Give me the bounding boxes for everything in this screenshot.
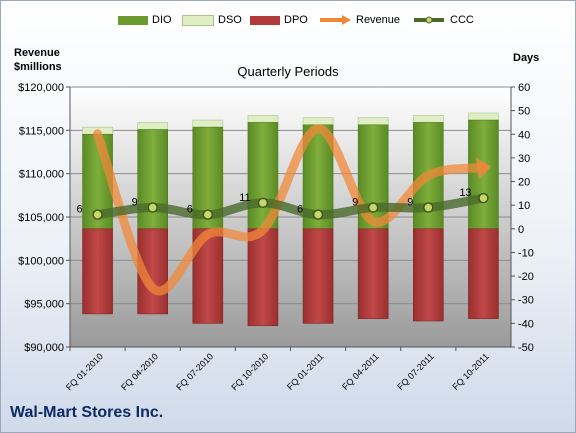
left-axis-title-line2: $millions	[14, 61, 62, 73]
right-axis-title: Days	[513, 52, 540, 64]
legend-dpo-swatch	[250, 15, 280, 25]
bar-dpo	[82, 228, 113, 315]
left-axis-title-line1: Revenue	[14, 47, 60, 59]
legend-dso-swatch	[182, 14, 214, 26]
ccc-point	[478, 192, 489, 204]
right-tick-label: -20	[518, 271, 534, 283]
bar-dso	[192, 119, 224, 128]
right-tick-label: -10	[518, 247, 534, 259]
x-tick-label: FQ 10-2011	[450, 351, 491, 392]
legend-revenue-swatch	[320, 15, 351, 25]
x-tick-label: FQ 10-2010	[229, 351, 270, 392]
left-tick-label: $105,000	[18, 212, 64, 224]
bar-dso	[302, 117, 334, 126]
legend-ccc-label: CCC	[450, 14, 474, 26]
legend-dso: DSO	[182, 14, 242, 26]
left-axis-title: Revenue $millions	[14, 46, 62, 74]
left-tick-label: $110,000	[19, 169, 64, 181]
ccc-data-label: 6	[297, 204, 303, 216]
legend-dio: DIO	[118, 14, 172, 26]
right-tick-label: 30	[518, 153, 530, 165]
x-tick-label: FQ 01-2011	[285, 351, 326, 392]
right-tick-label: 60	[518, 82, 530, 94]
ccc-data-label: 9	[407, 197, 413, 209]
ccc-data-label: 6	[187, 204, 193, 216]
legend-revenue-label: Revenue	[356, 14, 401, 26]
x-tick-label: FQ 04-2010	[119, 351, 160, 392]
bar-dpo	[413, 228, 444, 322]
ccc-data-label: 11	[239, 192, 250, 204]
right-tick-label: -40	[518, 318, 534, 330]
legend-ccc-swatch	[414, 16, 444, 24]
legend-dso-label: DSO	[218, 14, 242, 26]
ccc-data-label: 9	[352, 197, 358, 209]
bar-dpo	[357, 228, 389, 319]
right-tick-label: 0	[518, 224, 524, 236]
bar-dpo	[468, 228, 499, 319]
legend-dio-swatch	[118, 15, 148, 25]
legend-revenue: Revenue	[318, 14, 400, 26]
bar-dpo	[247, 228, 279, 327]
left-tick-label: $100,000	[18, 255, 64, 267]
legend-dpo: DPO	[250, 14, 308, 26]
revenue-arrowhead	[475, 157, 492, 180]
legend-ccc: CCC	[412, 14, 474, 26]
ccc-data-label: 9	[132, 197, 138, 209]
left-tick-label: $120,000	[18, 82, 64, 94]
right-tick-label: -50	[518, 342, 534, 354]
bar-dso	[247, 115, 279, 123]
company-name: Wal-Mart Stores Inc.	[10, 404, 164, 421]
left-tick-label: $90,000	[24, 342, 64, 354]
x-tick-label: FQ 07-2010	[174, 351, 215, 392]
bar-dso	[137, 122, 168, 130]
ccc-point	[367, 202, 379, 213]
bar-dso	[357, 117, 389, 126]
bar-dso	[413, 115, 444, 123]
x-tick-label: FQ 04-2011	[340, 351, 381, 392]
ccc-point	[147, 202, 158, 213]
ccc-data-label: 13	[459, 187, 471, 199]
right-tick-label: 40	[518, 129, 530, 141]
right-tick-label: -30	[518, 295, 534, 307]
ccc-point	[423, 202, 434, 213]
right-tick-label: 20	[518, 177, 530, 189]
bar-dio	[137, 129, 168, 230]
left-tick-label: $115,000	[19, 125, 64, 137]
right-tick-label: 50	[518, 106, 530, 118]
left-tick-label: $95,000	[24, 299, 64, 311]
chart-title: Quarterly Periods	[237, 64, 339, 79]
bar-dpo	[302, 228, 334, 324]
x-tick-label: FQ 07-2011	[395, 351, 436, 392]
bar-dso	[468, 112, 499, 121]
ccc-point	[257, 197, 269, 209]
legend-dpo-label: DPO	[284, 14, 308, 26]
right-tick-label: 10	[518, 200, 530, 212]
revenue-line	[93, 124, 488, 296]
x-tick-label: FQ 01-2010	[64, 351, 105, 392]
legend-dio-label: DIO	[152, 14, 172, 26]
ccc-point	[202, 209, 214, 220]
ccc-point	[312, 209, 324, 220]
ccc-point	[92, 209, 103, 220]
ccc-data-label: 6	[77, 204, 83, 216]
